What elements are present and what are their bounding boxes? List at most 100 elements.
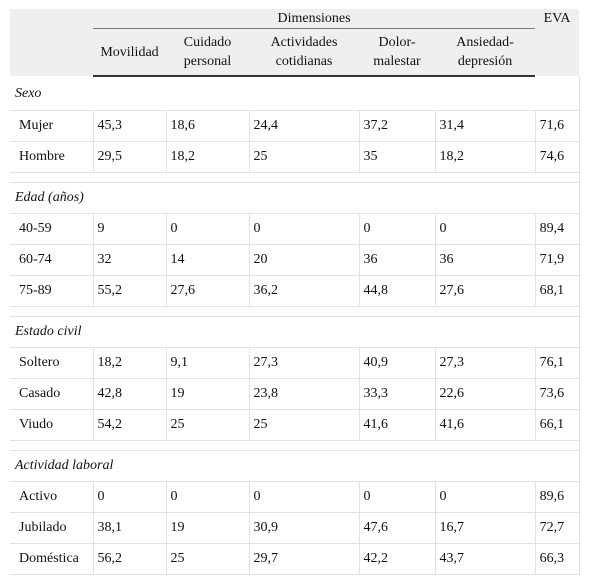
value-cell: 36 — [358, 244, 435, 276]
section-title: Edad (años) — [10, 182, 580, 214]
eva-column-header: EVA — [535, 9, 580, 76]
value-cell: 22,6 — [434, 378, 536, 410]
value-cell: 18,6 — [165, 110, 249, 142]
column-header-actividades-cotidianas: Actividades cotidianas — [249, 28, 359, 77]
row-label: Viudo — [10, 409, 93, 441]
eva-cell: 72,7 — [534, 512, 580, 544]
table-row: Soltero 18,2 9,1 27,3 40,9 27,3 76,1 — [10, 347, 580, 379]
value-cell: 18,2 — [165, 141, 249, 173]
table-row: Mujer 45,3 18,6 24,4 37,2 31,4 71,6 — [10, 110, 580, 142]
value-cell: 33,3 — [358, 378, 435, 410]
table-row: Hombre 29,5 18,2 25 35 18,2 74,6 — [10, 141, 580, 173]
column-header-cuidado-personal: Cuidado personal — [166, 28, 249, 77]
value-cell: 42,2 — [358, 543, 435, 575]
value-cell: 27,3 — [248, 347, 359, 379]
value-cell: 47,6 — [358, 512, 435, 544]
column-header-dolor-malestar: Dolor-malestar — [359, 28, 435, 77]
value-cell: 25 — [248, 409, 359, 441]
row-label: Casado — [10, 378, 93, 410]
section-title: Estado civil — [10, 316, 580, 348]
table-row: 40-59 9 0 0 0 0 89,4 — [10, 213, 580, 245]
value-cell: 36,2 — [248, 275, 359, 307]
value-cell: 32 — [92, 244, 166, 276]
value-cell: 41,6 — [434, 409, 536, 441]
eva-cell: 76,1 — [534, 347, 580, 379]
eva-cell: 68,1 — [534, 275, 580, 307]
section-spacer — [10, 172, 580, 183]
eva-cell: 89,4 — [534, 213, 580, 245]
value-cell: 42,8 — [92, 378, 166, 410]
spacer-cell — [10, 306, 580, 317]
value-cell: 38,1 — [92, 512, 166, 544]
value-cell: 19 — [165, 512, 249, 544]
value-cell: 0 — [165, 213, 249, 245]
value-cell: 23,8 — [248, 378, 359, 410]
value-cell: 0 — [358, 481, 435, 513]
value-cell: 27,6 — [165, 275, 249, 307]
value-cell: 30,9 — [248, 512, 359, 544]
value-cell: 41,6 — [358, 409, 435, 441]
value-cell: 0 — [434, 481, 536, 513]
corner-cell — [10, 9, 93, 76]
eva-cell: 73,6 — [534, 378, 580, 410]
eva-cell: 66,3 — [534, 543, 580, 575]
section-title: Actividad laboral — [10, 450, 580, 482]
value-cell: 43,7 — [434, 543, 536, 575]
value-cell: 16,7 — [434, 512, 536, 544]
value-cell: 44,8 — [358, 275, 435, 307]
eva-cell: 71,6 — [534, 110, 580, 142]
value-cell: 37,2 — [358, 110, 435, 142]
table-body: Sexo Mujer 45,3 18,6 24,4 37,2 31,4 71,6 Hombre 2… — [10, 76, 580, 575]
table-row: 60-74 32 14 20 36 36 71,9 — [10, 244, 580, 276]
value-cell: 20 — [248, 244, 359, 276]
table-row: Activo 0 0 0 0 0 89,6 — [10, 481, 580, 513]
eva-cell: 66,1 — [534, 409, 580, 441]
value-cell: 0 — [92, 481, 166, 513]
eva-cell: 71,9 — [534, 244, 580, 276]
row-label: Mujer — [10, 110, 93, 142]
row-label: 60-74 — [10, 244, 93, 276]
section-spacer — [10, 440, 580, 451]
value-cell: 0 — [248, 213, 359, 245]
value-cell: 0 — [165, 481, 249, 513]
row-label: Doméstica — [10, 543, 93, 575]
value-cell: 18,2 — [434, 141, 536, 173]
value-cell: 14 — [165, 244, 249, 276]
value-cell: 40,9 — [358, 347, 435, 379]
spacer-cell — [10, 172, 580, 183]
value-cell: 9,1 — [165, 347, 249, 379]
value-cell: 25 — [165, 543, 249, 575]
table-row: Doméstica 56,2 25 29,7 42,2 43,7 66,3 — [10, 543, 580, 575]
value-cell: 35 — [358, 141, 435, 173]
eva-cell: 89,6 — [534, 481, 580, 513]
value-cell: 29,7 — [248, 543, 359, 575]
section-header-row: Edad (años) — [10, 182, 580, 214]
row-label: Jubilado — [10, 512, 93, 544]
dimensions-group-header: Dimensiones — [93, 9, 536, 29]
value-cell: 0 — [434, 213, 536, 245]
section-header-row: Sexo — [10, 76, 580, 111]
value-cell: 36 — [434, 244, 536, 276]
section-spacer — [10, 306, 580, 317]
value-cell: 45,3 — [92, 110, 166, 142]
value-cell: 31,4 — [434, 110, 536, 142]
value-cell: 54,2 — [92, 409, 166, 441]
value-cell: 25 — [165, 409, 249, 441]
results-table: Dimensiones EVA Movilidad Cuidado person… — [10, 9, 580, 575]
section-title: Sexo — [10, 76, 580, 111]
table-row: 75-89 55,2 27,6 36,2 44,8 27,6 68,1 — [10, 275, 580, 307]
eva-cell: 74,6 — [534, 141, 580, 173]
row-label: 75-89 — [10, 275, 93, 307]
table-header: Dimensiones EVA Movilidad Cuidado person… — [10, 9, 580, 77]
value-cell: 25 — [248, 141, 359, 173]
section-header-row: Estado civil — [10, 316, 580, 348]
value-cell: 29,5 — [92, 141, 166, 173]
row-label: Hombre — [10, 141, 93, 173]
column-header-movilidad: Movilidad — [93, 28, 166, 77]
value-cell: 24,4 — [248, 110, 359, 142]
section-header-row: Actividad laboral — [10, 450, 580, 482]
table-row: Jubilado 38,1 19 30,9 47,6 16,7 72,7 — [10, 512, 580, 544]
spacer-cell — [10, 440, 580, 451]
value-cell: 0 — [248, 481, 359, 513]
table-row: Casado 42,8 19 23,8 33,3 22,6 73,6 — [10, 378, 580, 410]
